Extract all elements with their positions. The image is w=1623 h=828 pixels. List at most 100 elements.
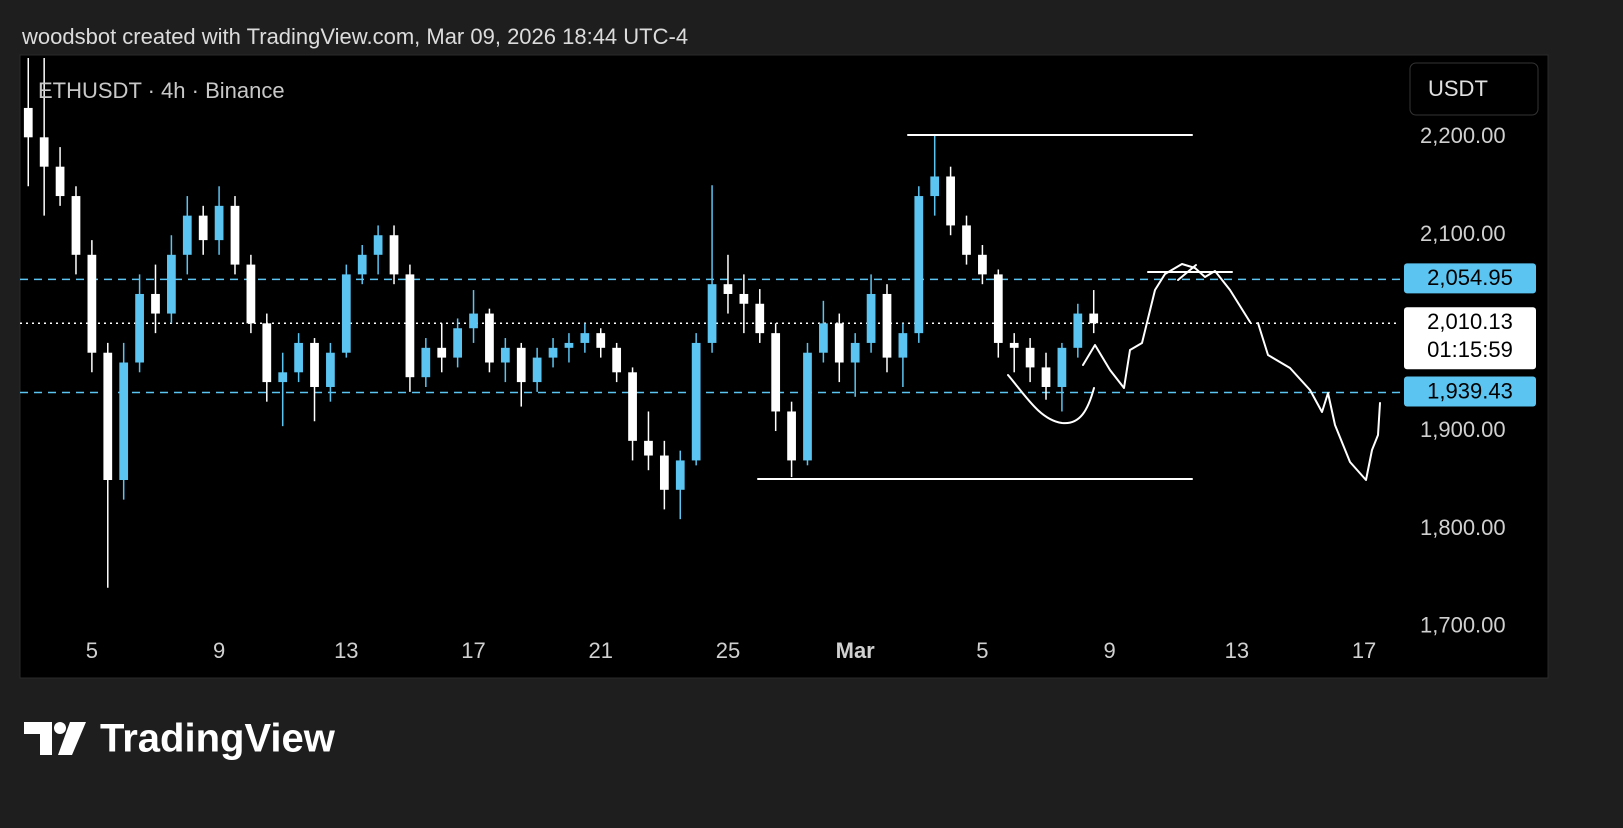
- candle-body: [103, 352, 113, 481]
- candle-body: [469, 313, 478, 329]
- candle-body: [1009, 342, 1019, 348]
- candle-body: [310, 342, 319, 387]
- x-tick-label: 5: [976, 638, 988, 663]
- currency-label: USDT: [1428, 76, 1488, 101]
- candle-body: [1073, 313, 1083, 348]
- candle-body: [580, 333, 590, 343]
- candle-body: [357, 254, 367, 275]
- candle-body: [898, 333, 908, 358]
- candle-body: [819, 323, 828, 353]
- candle-body: [962, 225, 971, 255]
- candle-body: [771, 333, 781, 412]
- candle-body: [294, 342, 303, 373]
- candle-body: [628, 372, 637, 441]
- candle-body: [707, 284, 717, 343]
- price-label-box: [1404, 263, 1536, 294]
- candle-body: [135, 293, 144, 363]
- candle-body: [978, 254, 987, 275]
- candle-body: [373, 235, 383, 255]
- candle-body: [246, 264, 256, 324]
- logo-shape: [58, 722, 86, 755]
- candle-body: [23, 107, 33, 138]
- candle-body: [1089, 313, 1099, 324]
- y-tick-label: 1,800.00: [1420, 515, 1506, 540]
- x-tick-label: 21: [589, 638, 613, 663]
- candle-body: [71, 196, 81, 255]
- brand-name: TradingView: [100, 717, 336, 761]
- x-tick-label: 17: [1352, 638, 1376, 663]
- candle-body: [437, 347, 447, 358]
- candle-body: [326, 352, 335, 387]
- price-label-box: [1404, 376, 1536, 407]
- x-tick-label: 5: [86, 638, 98, 663]
- candle-body: [389, 235, 399, 275]
- candle-body: [167, 254, 176, 314]
- candle-body: [675, 460, 685, 490]
- logo-shape: [54, 722, 66, 734]
- candle-body: [55, 166, 65, 197]
- candle-body: [787, 411, 796, 461]
- chart-panel: [19, 54, 1549, 679]
- candle-body: [405, 274, 415, 378]
- x-tick-label: Mar: [836, 638, 876, 663]
- candle-body: [1025, 347, 1035, 368]
- candle-body: [278, 372, 288, 383]
- candle-body: [548, 347, 558, 358]
- candle-body: [850, 342, 860, 363]
- candle-body: [882, 293, 892, 358]
- symbol-label: ETHUSDT · 4h · Binance: [38, 78, 285, 103]
- x-tick-label: 9: [1103, 638, 1115, 663]
- y-tick-label: 2,200.00: [1420, 123, 1506, 148]
- currency-box[interactable]: [1409, 62, 1539, 116]
- candle-body: [341, 274, 351, 353]
- candle-body: [516, 347, 526, 383]
- candle-body: [993, 274, 1003, 343]
- candle-body: [182, 215, 192, 255]
- y-tick-label: 2,100.00: [1420, 221, 1506, 246]
- candle-body: [914, 196, 924, 334]
- candle-body: [644, 440, 653, 456]
- logo-shape: [24, 722, 52, 755]
- candle-body: [755, 303, 765, 334]
- price-label: 2,054.95: [1427, 265, 1513, 290]
- candle-body: [866, 293, 876, 343]
- candle-body: [739, 293, 749, 304]
- drawn-top: [1147, 264, 1233, 281]
- drawings: [757, 134, 1381, 481]
- candle-body: [1041, 367, 1051, 387]
- price-label: 2,010.13: [1427, 309, 1513, 334]
- candle-body: [723, 284, 733, 294]
- header-text: woodsbot created with TradingView.com, M…: [21, 24, 688, 49]
- candle-body: [453, 328, 463, 358]
- countdown-label: 01:15:59: [1427, 337, 1513, 362]
- candle-body: [930, 176, 940, 197]
- drawn-projection: [1257, 322, 1381, 481]
- candle-body: [87, 254, 97, 353]
- x-tick-label: 13: [334, 638, 358, 663]
- x-tick-label: 17: [461, 638, 485, 663]
- drawn-curve: [1007, 374, 1095, 425]
- x-tick-label: 13: [1225, 638, 1249, 663]
- candle-body: [596, 333, 606, 348]
- candle-body: [214, 205, 224, 241]
- candle-body: [1057, 347, 1067, 387]
- candle-body: [230, 205, 240, 265]
- candle-body: [485, 313, 494, 363]
- candle-body: [612, 347, 622, 373]
- y-tick-label: 1,900.00: [1420, 417, 1506, 442]
- x-tick-label: 9: [213, 638, 225, 663]
- x-tick-label: 25: [716, 638, 740, 663]
- candle-body: [39, 137, 49, 167]
- candle-body: [564, 342, 574, 348]
- y-tick-label: 1,700.00: [1420, 613, 1506, 638]
- candle-body: [119, 362, 129, 481]
- candle-body: [946, 176, 955, 226]
- candle-body: [262, 323, 272, 383]
- candle-body: [803, 352, 812, 461]
- price-label-box: [1404, 307, 1536, 370]
- candle-body: [421, 347, 431, 378]
- brand-logo: [24, 722, 86, 755]
- candle-body: [834, 323, 844, 363]
